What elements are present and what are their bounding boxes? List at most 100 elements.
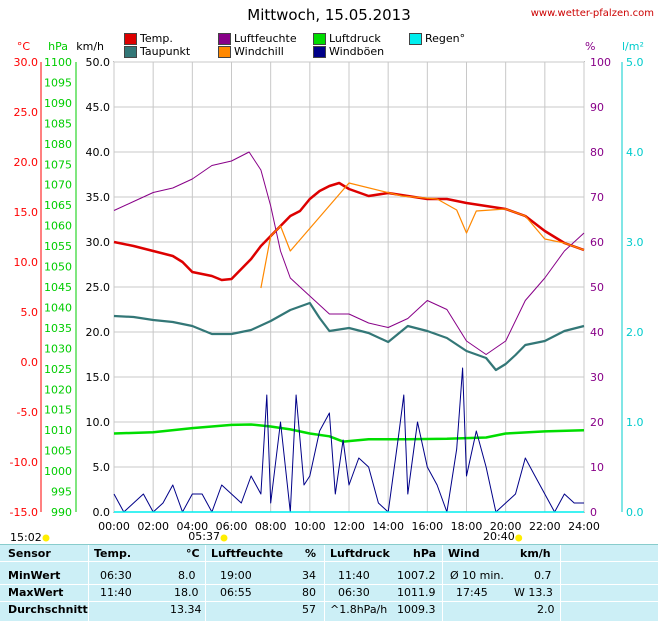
legend-swatch-pressure [313,32,326,45]
kmh-tick-label: 5.0 [93,461,111,474]
max-press-value: 1011.9 [397,586,436,599]
hpa-tick-label: 995 [51,486,72,499]
header-pressure-unit: hPa [413,547,437,560]
x-tick-label: 22:00 [529,520,561,533]
header-temp: Temp. [94,547,132,560]
sunset-icon [515,534,523,542]
hpa-tick-label: 1000 [44,465,72,478]
wind-avg-value: 0.7 [534,569,552,582]
avg-hum-value: 57 [302,603,316,616]
x-tick-label: 20:00 [490,520,522,533]
hpa-tick-label: 1060 [44,220,72,233]
hpa-tick-label: 1045 [44,281,72,294]
legend-pressure: Luftdruck [313,32,381,45]
header-temp-unit: °C [186,547,200,560]
chart-title: Mittwoch, 15.05.2013 [247,6,411,24]
header-humidity: Luftfeuchte [211,547,284,560]
pct-tick-label: 30 [590,371,604,384]
hpa-unit-label: hPa [48,40,68,53]
hpa-tick-label: 1030 [44,342,72,355]
hpa-tick-label: 1085 [44,117,72,130]
legend-swatch-humidity [218,32,231,45]
pct-tick-label: 90 [590,101,604,114]
kmh-tick-label: 45.0 [86,101,111,114]
kmh-tick-label: 15.0 [86,371,111,384]
kmh-tick-label: 50.0 [86,56,111,69]
kmh-tick-label: 10.0 [86,416,111,429]
pct-tick-label: 10 [590,461,604,474]
pct-tick-label: 20 [590,416,604,429]
pct-tick-label: 0 [590,506,597,519]
legend-swatch-rain [409,32,422,45]
pct-tick-label: 70 [590,191,604,204]
kmh-tick-label: 0.0 [93,506,111,519]
min-press-value: 1007.2 [397,569,436,582]
max-hum-value: 80 [302,586,316,599]
legend-temp: Temp. [124,32,173,45]
hpa-tick-label: 1020 [44,383,72,396]
pct-tick-label: 50 [590,281,604,294]
x-tick-label: 14:00 [372,520,404,533]
hpa-tick-label: 1010 [44,424,72,437]
legend-windchill: Windchill [218,45,284,58]
source-link[interactable]: www.wetter-pfalzen.com [530,8,654,19]
temp-tick-label: -10.0 [10,456,38,469]
legend-label: Regen° [425,32,466,45]
series-line-taupunkt [113,301,585,372]
max-temp-time: 11:40 [100,586,132,599]
kmh-tick-label: 30.0 [86,236,111,249]
avg-wind-value: 2.0 [537,603,555,616]
pct-tick-label: 60 [590,236,604,249]
legend-swatch-gusts [313,45,326,58]
x-tick-label: 12:00 [333,520,365,533]
x-tick-label: 00:00 [98,520,130,533]
row-label-avg: Durchschnitt [8,603,88,616]
rain-tick-label: 2.0 [626,326,644,339]
hpa-tick-label: 1070 [44,179,72,192]
wind-max-time: 17:45 [456,586,488,599]
max-hum-time: 06:55 [220,586,252,599]
avg-temp-value: 13.34 [170,603,202,616]
sunset-time: 20:40 [483,530,515,543]
temp-tick-label: 15.0 [14,206,39,219]
hpa-tick-label: 1075 [44,158,72,171]
x-tick-label: 02:00 [137,520,169,533]
max-press-time: 06:30 [338,586,370,599]
x-tick-label: 10:00 [294,520,326,533]
temp-tick-label: 0.0 [21,356,39,369]
legend-dewpoint: Taupunkt [124,45,190,58]
header-sensor: Sensor [8,547,51,560]
hpa-tick-label: 1015 [44,404,72,417]
legend-swatch-dewpoint [124,45,137,58]
temp-tick-label: 10.0 [14,256,39,269]
series-line-windb-en [113,367,584,513]
pressure-trend: ^1.8hPa/h [330,603,388,616]
legend-label: Windböen [329,45,385,58]
hpa-tick-label: 1035 [44,322,72,335]
avg-press-value: 1009.3 [397,603,436,616]
time-left-icon [42,534,50,542]
rain-tick-label: 1.0 [626,416,644,429]
legend-humidity: Luftfeuchte [218,32,297,45]
rain-tick-label: 4.0 [626,146,644,159]
temp-unit-label: °C [17,40,31,53]
temp-tick-label: 30.0 [14,56,39,69]
min-temp-value: 8.0 [178,569,196,582]
series-line-temp [113,181,585,282]
x-tick-label: 06:00 [216,520,248,533]
wind-avg-label: Ø 10 min. [450,569,504,582]
sunrise-time: 05:37 [188,530,220,543]
legend-label: Luftdruck [329,32,381,45]
row-label-max: MaxWert [8,586,64,599]
rain-tick-label: 5.0 [626,56,644,69]
kmh-tick-label: 35.0 [86,191,111,204]
hpa-tick-label: 1090 [44,97,72,110]
legend-label: Temp. [140,32,173,45]
stats-table: Sensor Temp. °C Luftfeuchte % Luftdruck … [0,544,658,621]
weather-chart: 00:00 02:00 04:00 06:00 08:00 10:00 12:00 14:00… [10,40,644,544]
temp-tick-label: 5.0 [21,306,39,319]
legend-swatch-temp [124,32,137,45]
x-tick-label: 16:00 [411,520,443,533]
x-tick-label: 24:00 [568,520,600,533]
series-line-luftdruck [113,423,585,443]
